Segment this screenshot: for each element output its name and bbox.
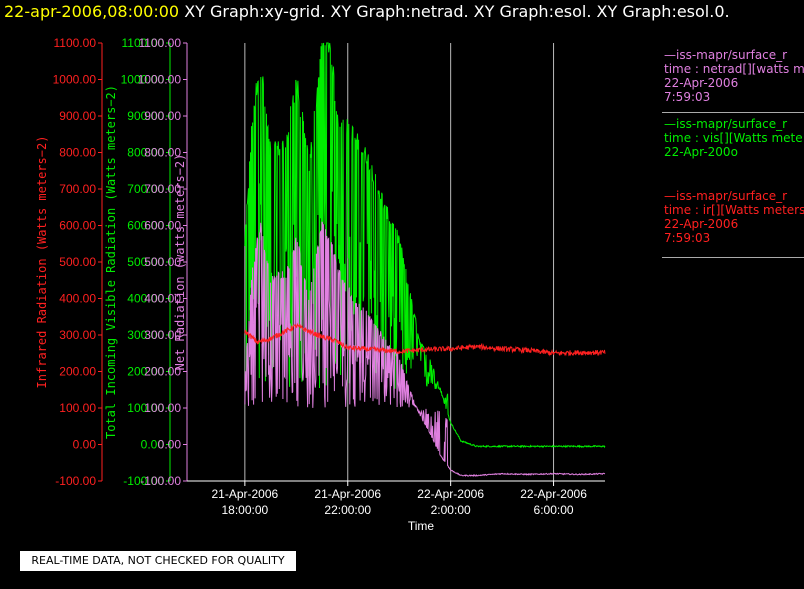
y-tick-label: -100.00 [123, 474, 164, 488]
series-netrad-line [244, 221, 606, 478]
y-tick-label: 0.00 [141, 438, 165, 452]
legend-vis-source: —iss-mapr/surface_r [664, 117, 788, 131]
y-tick-label: 800.00 [59, 146, 96, 160]
y-tick-label: 800.00 [144, 146, 181, 160]
legend-divider [662, 257, 804, 258]
legend-ir-var: time : ir[][Watts meters [664, 203, 804, 217]
y-tick-label: 1100.00 [139, 36, 182, 50]
y-tick-label: 900.00 [127, 109, 164, 123]
y-tick-label: 900.00 [59, 109, 96, 123]
y-tick-label: 700.00 [127, 182, 164, 196]
x-tick-label: 6:00:00 [534, 503, 574, 517]
y-tick-label: 0.00 [73, 438, 97, 452]
y-tick-label: 200.00 [59, 365, 96, 379]
x-tick-label: 22-Apr-2006 [417, 487, 484, 501]
legend-netrad-source: —iss-mapr/surface_r [664, 48, 788, 62]
legend-netrad-var: time : netrad[][watts m [664, 62, 804, 76]
y-tick-label: 500.00 [59, 255, 96, 269]
y-axis-title: Total Incoming Visible Radiation (Watts … [104, 85, 118, 439]
legend-vis: —iss-mapr/surface_r time : vis[][Watts m… [664, 117, 803, 159]
y-tick-label: 100.00 [144, 401, 181, 415]
y-tick-label: 800.00 [127, 146, 164, 160]
y-tick-label: 1100.00 [54, 36, 97, 50]
y-tick-label: 400.00 [144, 292, 181, 306]
x-tick-label: 21-Apr-2006 [314, 487, 381, 501]
y-tick-label: -100.00 [55, 474, 96, 488]
y-tick-label: 500.00 [144, 255, 181, 269]
y-tick-label: 100.00 [127, 401, 164, 415]
timestamp: 22-apr-2006,08:00:00 [4, 2, 180, 21]
quality-disclaimer: REAL-TIME DATA, NOT CHECKED FOR QUALITY [20, 551, 296, 571]
y-tick-label: 1000.00 [121, 73, 165, 87]
y-tick-label: 1000.00 [138, 73, 182, 87]
x-tick-label: 22-Apr-2006 [520, 487, 587, 501]
legend-vis-date: 22-Apr-200o [664, 145, 738, 159]
y-axis-title: Infrared Radiation (Watts meters−2) [35, 136, 49, 389]
series-ir-line [244, 322, 606, 357]
legend-divider [662, 112, 804, 113]
y-tick-label: 1100.00 [122, 36, 165, 50]
x-tick-label: 18:00:00 [221, 503, 268, 517]
y-tick-label: 500.00 [127, 255, 164, 269]
legend-ir-time: 7:59:03 [664, 231, 711, 245]
legend-ir-date: 22-Apr-2006 [664, 217, 739, 231]
legend-netrad-date: 22-Apr-2006 [664, 76, 739, 90]
y-tick-label: 700.00 [144, 182, 181, 196]
legend-netrad: —iss-mapr/surface_r time : netrad[][watt… [664, 48, 804, 104]
graph-list: XY Graph:xy-grid. XY Graph:netrad. XY Gr… [184, 2, 730, 21]
y-tick-label: 300.00 [59, 328, 96, 342]
y-tick-label: 0.00 [158, 438, 182, 452]
legend-ir: —iss-mapr/surface_r time : ir[][Watts me… [664, 189, 804, 245]
y-tick-label: 1000.00 [53, 73, 97, 87]
y-tick-label: 700.00 [59, 182, 96, 196]
y-tick-label: 300.00 [127, 328, 164, 342]
y-tick-label: 200.00 [127, 365, 164, 379]
y-tick-label: 600.00 [127, 219, 164, 233]
series-vis-line [244, 42, 606, 449]
legend-netrad-time: 7:59:03 [664, 90, 711, 104]
y-tick-label: 200.00 [144, 365, 181, 379]
x-tick-label: 2:00:00 [431, 503, 471, 517]
y-tick-label: 900.00 [144, 109, 181, 123]
y-tick-label: 600.00 [144, 219, 181, 233]
y-tick-label: 300.00 [144, 328, 181, 342]
title-bar: 22-apr-2006,08:00:00 XY Graph:xy-grid. X… [4, 2, 730, 21]
legend-vis-var: time : vis[][Watts mete [664, 131, 803, 145]
y-tick-label: 100.00 [59, 401, 96, 415]
x-tick-label: 22:00:00 [324, 503, 371, 517]
y-tick-label: 400.00 [59, 292, 96, 306]
x-tick-label: 21-Apr-2006 [211, 487, 278, 501]
legend-ir-source: —iss-mapr/surface_r [664, 189, 788, 203]
y-axis-title: Net Radiation (watts meters−2) [173, 154, 187, 371]
x-axis-title: Time [408, 519, 435, 533]
y-tick-label: 600.00 [59, 219, 96, 233]
y-tick-label: -100.00 [140, 474, 181, 488]
y-tick-label: 400.00 [127, 292, 164, 306]
